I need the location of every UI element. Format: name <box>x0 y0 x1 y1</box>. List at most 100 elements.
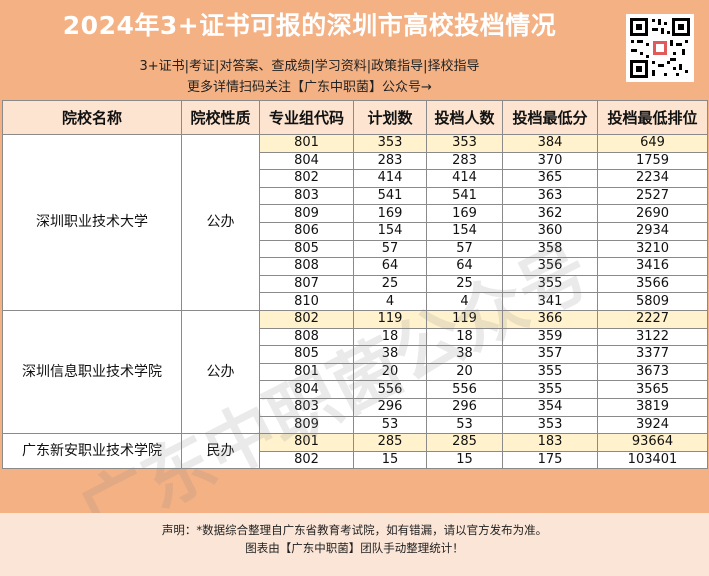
plan-cell: 20 <box>353 362 427 382</box>
group-code-cell: 802 <box>259 169 354 188</box>
min-rank-cell: 3924 <box>597 415 708 435</box>
min-score-cell: 359 <box>502 327 598 347</box>
min-rank-cell: 93664 <box>597 433 708 452</box>
plan-cell: 285 <box>353 433 427 452</box>
min-score-cell: 384 <box>502 134 598 153</box>
group-code-cell: 801 <box>259 433 354 452</box>
min-score-cell: 360 <box>502 221 598 241</box>
table-row: 802 414 414 365 2234 <box>3 169 708 188</box>
school-nature: 公办 <box>181 134 260 311</box>
min-score-cell: 353 <box>502 415 598 435</box>
group-code-cell: 804 <box>259 151 354 171</box>
school-name: 深圳职业技术大学 <box>2 134 182 311</box>
plan-cell: 169 <box>353 204 427 223</box>
enrolled-cell: 57 <box>426 239 503 259</box>
min-rank-cell: 103401 <box>597 450 708 470</box>
enrolled-cell: 283 <box>426 151 503 171</box>
min-score-cell: 363 <box>502 186 598 206</box>
table-row: 深圳信息职业技术学院 公办 802 119 119 366 2227 <box>2 309 708 435</box>
plan-cell: 154 <box>353 221 427 241</box>
min-score-cell: 175 <box>502 450 598 470</box>
col-header-enrolled: 投档人数 <box>426 100 503 135</box>
table-row: 804 556 556 355 3565 <box>3 380 708 399</box>
min-rank-cell: 3673 <box>597 362 708 382</box>
table-row: 深圳职业技术大学 公办 801 353 353 384 649 <box>2 134 708 311</box>
school-name: 广东新安职业技术学院 <box>2 433 182 470</box>
min-rank-cell: 3565 <box>597 380 708 399</box>
enrolled-cell: 4 <box>426 292 503 311</box>
min-rank-cell: 2234 <box>597 169 708 188</box>
group-code-cell: 801 <box>259 134 354 153</box>
group-code-cell: 807 <box>259 274 354 294</box>
col-header-group-code: 专业组代码 <box>259 100 354 135</box>
min-score-cell: 357 <box>502 345 598 364</box>
plan-cell: 38 <box>353 345 427 364</box>
plan-cell: 64 <box>353 257 427 276</box>
enrolled-cell: 18 <box>426 327 503 347</box>
group-code-cell: 805 <box>259 239 354 259</box>
group-code-cell: 803 <box>259 397 354 417</box>
min-rank-cell: 2527 <box>597 186 708 206</box>
table-row: 806 154 154 360 2934 <box>3 221 708 241</box>
page-title: 2024年3+证书可报的深圳市高校投档情况 <box>62 11 557 40</box>
table-row: 808 18 18 359 3122 <box>3 327 708 347</box>
enrolled-cell: 119 <box>426 309 503 329</box>
subtitle-follow: 更多详情扫码关注【广东中职菌】公众号→ <box>187 80 432 95</box>
subtitle-services: 3+证书|考证|对答案、查成绩|学习资料|政策指导|择校指导 <box>139 59 480 74</box>
min-rank-cell: 2934 <box>597 221 708 241</box>
min-rank-cell: 3819 <box>597 397 708 417</box>
col-header-min-rank: 投档最低排位 <box>597 100 708 135</box>
table-row: 805 57 57 358 3210 <box>3 239 708 259</box>
min-rank-cell: 1759 <box>597 151 708 171</box>
header: 2024年3+证书可报的深圳市高校投档情况 3+证书|考证|对答案、查成绩|学习… <box>0 0 709 100</box>
qr-code-icon[interactable] <box>626 14 694 82</box>
table-row: 809 169 169 362 2690 <box>3 204 708 223</box>
min-rank-cell: 5809 <box>597 292 708 311</box>
min-rank-cell: 2227 <box>597 309 708 329</box>
group-code-cell: 809 <box>259 415 354 435</box>
plan-cell: 541 <box>353 186 427 206</box>
min-rank-cell: 3377 <box>597 345 708 364</box>
table-header-row: 院校名称 院校性质 专业组代码 计划数 投档人数 投档最低分 投档最低排位 <box>2 100 708 135</box>
enrolled-cell: 296 <box>426 397 503 417</box>
enrolled-cell: 15 <box>426 450 503 470</box>
group-code-cell: 804 <box>259 380 354 399</box>
plan-cell: 53 <box>353 415 427 435</box>
min-rank-cell: 3122 <box>597 327 708 347</box>
group-code-cell: 808 <box>259 257 354 276</box>
min-score-cell: 356 <box>502 257 598 276</box>
school-nature: 民办 <box>181 433 260 470</box>
footer-credit: 图表由【广东中职菌】团队手动整理统计！ <box>245 541 464 555</box>
plan-cell: 119 <box>353 309 427 329</box>
plan-cell: 4 <box>353 292 427 311</box>
min-score-cell: 355 <box>502 362 598 382</box>
plan-cell: 18 <box>353 327 427 347</box>
min-rank-cell: 649 <box>597 134 708 153</box>
plan-cell: 414 <box>353 169 427 188</box>
plan-cell: 556 <box>353 380 427 399</box>
group-code-cell: 806 <box>259 221 354 241</box>
col-header-min-score: 投档最低分 <box>502 100 598 135</box>
table-row: 广东新安职业技术学院 民办 801 285 285 183 93664 <box>2 433 708 470</box>
enrolled-cell: 20 <box>426 362 503 382</box>
min-score-cell: 341 <box>502 292 598 311</box>
min-score-cell: 355 <box>502 380 598 399</box>
group-code-cell: 809 <box>259 204 354 223</box>
group-code-cell: 802 <box>259 450 354 470</box>
plan-cell: 283 <box>353 151 427 171</box>
min-score-cell: 365 <box>502 169 598 188</box>
enrolled-cell: 541 <box>426 186 503 206</box>
group-code-cell: 805 <box>259 345 354 364</box>
min-score-cell: 370 <box>502 151 598 171</box>
group-code-cell: 802 <box>259 309 354 329</box>
min-rank-cell: 2690 <box>597 204 708 223</box>
min-score-cell: 366 <box>502 309 598 329</box>
enrolled-cell: 556 <box>426 380 503 399</box>
admission-table: 院校名称 院校性质 专业组代码 计划数 投档人数 投档最低分 投档最低排位 深圳… <box>2 100 708 470</box>
min-score-cell: 362 <box>502 204 598 223</box>
table-row: 804 283 283 370 1759 <box>3 151 708 171</box>
table-row: 810 4 4 341 5809 <box>3 292 708 311</box>
table-row: 803 541 541 363 2527 <box>3 186 708 206</box>
col-header-plan: 计划数 <box>353 100 427 135</box>
plan-cell: 353 <box>353 134 427 153</box>
